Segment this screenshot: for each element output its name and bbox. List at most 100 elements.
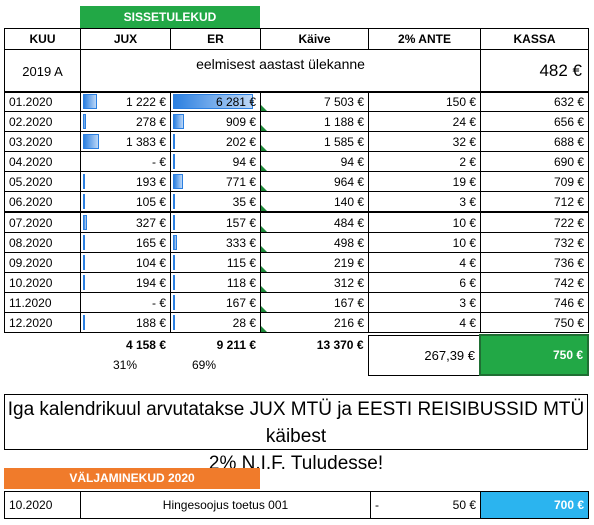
cell-kaive[interactable]: 219 € <box>260 252 369 273</box>
cell-kassa[interactable]: 656 € <box>480 111 589 132</box>
cell-jux[interactable]: 1 383 € <box>80 131 171 152</box>
cell-ante[interactable]: 4 € <box>368 252 481 273</box>
cell-kaive[interactable]: 140 € <box>260 191 369 213</box>
expense-label[interactable]: Hingesoojus toetus 001 <box>80 491 371 519</box>
cell-kassa[interactable]: 690 € <box>480 151 589 172</box>
cell-er[interactable]: 118 € <box>170 272 261 293</box>
cell-jux[interactable]: 104 € <box>80 252 171 273</box>
cell-kuu[interactable]: 03.2020 <box>4 131 81 152</box>
cell-ante[interactable]: 3 € <box>368 191 481 213</box>
cell-jux[interactable]: - € <box>80 151 171 172</box>
cell-kaive[interactable]: 167 € <box>260 292 369 313</box>
expense-kuu[interactable]: 10.2020 <box>4 491 81 519</box>
cell-jux[interactable]: 278 € <box>80 111 171 132</box>
data-bar-jux <box>83 174 85 189</box>
cell-kassa[interactable]: 736 € <box>480 252 589 273</box>
cell-jux[interactable]: - € <box>80 292 171 313</box>
cell-er[interactable]: 909 € <box>170 111 261 132</box>
expense-amount: 50 € <box>452 498 476 512</box>
cell-kuu[interactable]: 01.2020 <box>4 91 81 112</box>
cell-ante[interactable]: 10 € <box>368 232 481 253</box>
cell-er[interactable]: 6 281 € <box>170 91 261 112</box>
cell-kassa[interactable]: 722 € <box>480 211 589 233</box>
cell-kassa[interactable]: 742 € <box>480 272 589 293</box>
cell-jux[interactable]: 1 222 € <box>80 91 171 112</box>
cell-value-jux: 188 € <box>135 315 166 330</box>
cell-kaive[interactable]: 964 € <box>260 171 369 192</box>
cell-jux[interactable]: 105 € <box>80 191 171 213</box>
total-jux[interactable]: 4 158 € <box>125 338 166 352</box>
expense-kassa[interactable]: 700 € <box>480 491 589 519</box>
cell-kaive[interactable]: 1 585 € <box>260 131 369 152</box>
table-row: 05.2020 193 € 771 € 964 €19 €709 € <box>4 171 589 192</box>
cell-ante[interactable]: 4 € <box>368 312 481 333</box>
cell-kaive[interactable]: 484 € <box>260 211 369 233</box>
cell-value-er: 118 € <box>226 275 256 290</box>
cell-ante[interactable]: 24 € <box>368 111 481 132</box>
cell-kassa[interactable]: 746 € <box>480 292 589 313</box>
cell-kuu[interactable]: 12.2020 <box>4 312 81 333</box>
cell-value-jux: 104 € <box>135 255 166 270</box>
cell-ante[interactable]: 2 € <box>368 151 481 172</box>
percent-jux[interactable]: 31% <box>112 358 138 372</box>
expense-amount-cell[interactable]: - 50 € <box>370 491 481 519</box>
table-row: 09.2020 104 € 115 € 219 €4 €736 € <box>4 252 589 273</box>
cell-kassa[interactable]: 709 € <box>480 171 589 192</box>
cell-kuu[interactable]: 07.2020 <box>4 211 81 233</box>
cell-kaive[interactable]: 94 € <box>260 151 369 172</box>
cell-ante[interactable]: 150 € <box>368 91 481 112</box>
cell-kaive[interactable]: 1 188 € <box>260 111 369 132</box>
cell-er[interactable]: 94 € <box>170 151 261 172</box>
cell-jux[interactable]: 194 € <box>80 272 171 293</box>
cell-er[interactable]: 115 € <box>170 252 261 273</box>
cell-ante[interactable]: 10 € <box>368 211 481 233</box>
cell-jux[interactable]: 165 € <box>80 232 171 253</box>
cell-er[interactable]: 771 € <box>170 171 261 192</box>
carryover-kassa[interactable]: 482 € <box>480 49 589 93</box>
cell-kuu[interactable]: 05.2020 <box>4 171 81 192</box>
cell-jux[interactable]: 193 € <box>80 171 171 192</box>
cell-kaive[interactable]: 216 € <box>260 312 369 333</box>
cell-kassa[interactable]: 732 € <box>480 232 589 253</box>
comment-indicator-icon <box>261 165 267 171</box>
cell-kassa[interactable]: 632 € <box>480 91 589 112</box>
carryover-kuu[interactable]: 2019 A <box>4 49 81 93</box>
cell-jux[interactable]: 188 € <box>80 312 171 333</box>
cell-ante[interactable]: 32 € <box>368 131 481 152</box>
cell-er[interactable]: 157 € <box>170 211 261 233</box>
cell-er[interactable]: 333 € <box>170 232 261 253</box>
cell-er[interactable]: 202 € <box>170 131 261 152</box>
cell-kuu[interactable]: 04.2020 <box>4 151 81 172</box>
cell-er[interactable]: 35 € <box>170 191 261 213</box>
cell-jux[interactable]: 327 € <box>80 211 171 233</box>
cell-kuu[interactable]: 08.2020 <box>4 232 81 253</box>
carryover-label[interactable]: eelmisest aastast ülekanne <box>80 49 481 93</box>
comment-indicator-icon <box>261 226 267 232</box>
cell-kaive[interactable]: 498 € <box>260 232 369 253</box>
cell-kaive[interactable]: 7 503 € <box>260 91 369 112</box>
cell-er[interactable]: 28 € <box>170 312 261 333</box>
cell-kassa[interactable]: 688 € <box>480 131 589 152</box>
cell-ante[interactable]: 19 € <box>368 171 481 192</box>
cell-kuu[interactable]: 09.2020 <box>4 252 81 273</box>
total-kaive[interactable]: 13 370 € <box>316 338 364 352</box>
percent-spacer <box>4 355 80 375</box>
cell-kassa[interactable]: 712 € <box>480 191 589 213</box>
cell-ante[interactable]: 6 € <box>368 272 481 293</box>
cell-kuu[interactable]: 06.2020 <box>4 191 81 213</box>
cell-value-er: 28 € <box>232 315 256 330</box>
data-bar-jux <box>83 235 85 250</box>
total-ante[interactable]: 267,39 € <box>367 334 481 376</box>
data-bar-jux <box>83 134 99 149</box>
cell-kaive[interactable]: 312 € <box>260 272 369 293</box>
cell-er[interactable]: 167 € <box>170 292 261 313</box>
cell-value-jux: - € <box>151 295 166 310</box>
cell-kassa[interactable]: 750 € <box>480 312 589 333</box>
cell-kuu[interactable]: 10.2020 <box>4 272 81 293</box>
total-kassa[interactable]: 750 € <box>479 334 589 376</box>
total-er[interactable]: 9 211 € <box>216 338 256 352</box>
cell-ante[interactable]: 3 € <box>368 292 481 313</box>
cell-kuu[interactable]: 02.2020 <box>4 111 81 132</box>
percent-er[interactable]: 69% <box>192 358 217 372</box>
cell-kuu[interactable]: 11.2020 <box>4 292 81 313</box>
